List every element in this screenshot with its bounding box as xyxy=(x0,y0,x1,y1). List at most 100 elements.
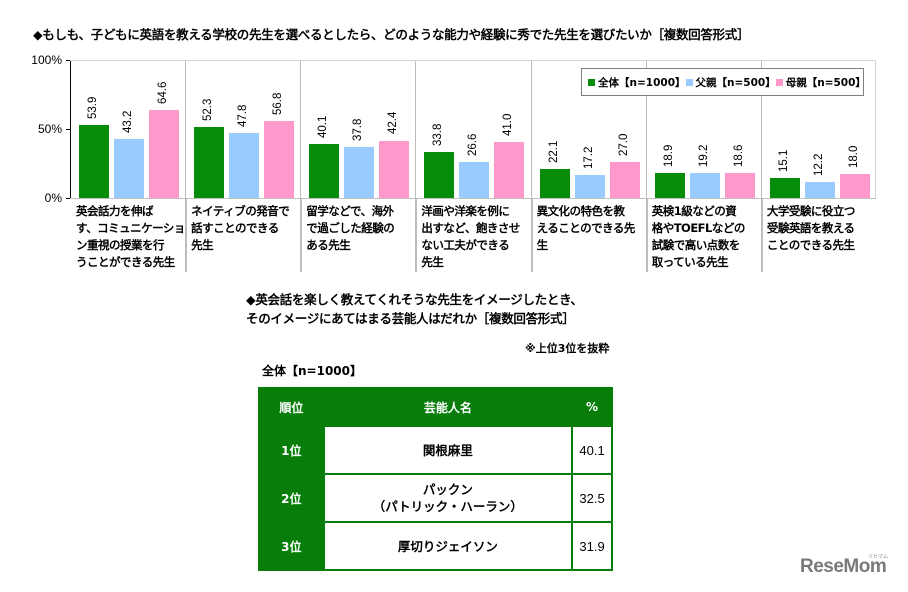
header-pct: % xyxy=(571,387,613,427)
bar-group: 22.1 17.2 27.0 xyxy=(530,61,646,199)
group-divider xyxy=(300,61,302,199)
resemom-logo: ReseMom xyxy=(800,556,887,577)
bar-value-label: 26.6 xyxy=(467,133,480,157)
bar-value-label: 37.8 xyxy=(352,118,365,141)
bar xyxy=(379,140,410,199)
bar-value-label: 27.0 xyxy=(617,133,630,156)
legend-swatch-pink xyxy=(775,78,783,86)
bar xyxy=(689,172,720,199)
rank-cell: 1位 xyxy=(258,425,325,475)
bar xyxy=(149,109,179,199)
group-divider xyxy=(645,61,647,199)
bar xyxy=(839,174,870,199)
bar-value-label: 18.0 xyxy=(847,145,860,169)
category-label: 大学受験に役立つ 受験英語を教える ことのできる先生 xyxy=(766,204,856,252)
pct-cell: 31.9 xyxy=(571,521,613,571)
group-divider xyxy=(530,61,532,199)
resemom-logo-kana: リセマム xyxy=(868,554,889,560)
bar-value-label: 33.8 xyxy=(432,123,445,147)
table-row: 1位 関根麻里 40.1 xyxy=(258,425,613,475)
table-header-row: 順位 芸能人名 % xyxy=(258,387,613,427)
bar-group: 52.3 47.8 56.8 xyxy=(185,61,300,199)
category-divider xyxy=(760,198,763,272)
bar xyxy=(459,162,490,199)
bar-value-label: 42.4 xyxy=(387,112,400,135)
bar xyxy=(344,146,375,199)
group-divider xyxy=(415,61,417,199)
category-label: 留学などで、海外 で過ごした経験の ある先生 xyxy=(306,204,395,252)
bar xyxy=(309,143,340,199)
section2-title: ◆英会話を楽しく教えてくれそうな先生をイメージしたとき、 そのイメージにあてはま… xyxy=(246,292,583,326)
rank-cell: 2位 xyxy=(258,473,325,523)
bar-group: 40.1 37.8 42.4 xyxy=(300,61,415,199)
bar-group: 53.9 43.2 64.6 xyxy=(70,61,185,199)
category-label: 異文化の特色を教 えることのできる先生 xyxy=(536,204,636,252)
bar xyxy=(574,175,605,199)
category-divider xyxy=(415,198,418,272)
bar-value-label: 18.9 xyxy=(662,144,675,167)
y-tick xyxy=(66,129,70,130)
bar xyxy=(79,124,109,199)
bar-value-label: 52.3 xyxy=(202,98,215,121)
celebrity-name: 関根麻里 xyxy=(322,425,574,475)
legend-item-mother: 母親【n=500】 xyxy=(775,75,866,90)
pct-cell: 32.5 xyxy=(571,473,613,523)
x-axis xyxy=(70,198,876,199)
bar-value-label: 22.1 xyxy=(547,140,560,163)
rank-cell: 3位 xyxy=(258,521,325,571)
legend-swatch-blue xyxy=(685,78,693,86)
bar xyxy=(769,178,800,199)
bar-group: 15.1 12.2 18.0 xyxy=(760,61,876,199)
bar xyxy=(724,173,755,199)
y-label-0: 0% xyxy=(44,191,62,205)
bar-value-label: 18.6 xyxy=(732,144,745,168)
bar-value-label: 41.0 xyxy=(502,114,515,137)
header-rank: 順位 xyxy=(258,387,325,427)
bar xyxy=(194,126,225,199)
bar xyxy=(494,142,525,199)
bar xyxy=(654,172,685,199)
chart-legend: 全体【n=1000】 父親【n=500】 母親【n=500】 xyxy=(581,68,866,96)
category-divider xyxy=(530,198,533,272)
bar xyxy=(609,161,640,199)
bar xyxy=(804,182,835,199)
bar-value-label: 15.1 xyxy=(777,149,790,173)
table-row: 3位 厚切りジェイソン 31.9 xyxy=(258,521,613,571)
category-label: 洋画や洋楽を例に 出すなど、飽きさせ ない工夫ができる 先生 xyxy=(421,204,520,269)
legend-swatch-green xyxy=(588,78,595,86)
bar-value-label: 53.9 xyxy=(87,96,99,119)
y-label-50: 50% xyxy=(37,122,62,136)
chart-title: ◆もしも、子どもに英語を教える学校の先生を選べるとしたら、どのような能力や経験に… xyxy=(33,27,750,42)
celebrity-name: 厚切りジェイソン xyxy=(322,521,574,571)
pct-cell: 40.1 xyxy=(571,425,613,475)
group-divider xyxy=(760,61,762,199)
category-label: 英会話力を伸ば す、コミュニケーショ ン重視の授業を行 うことができる先生 xyxy=(76,204,185,269)
category-divider xyxy=(185,198,188,272)
bar xyxy=(114,139,144,199)
table-row: 2位 パックン （パトリック・ハーラン） 32.5 xyxy=(258,473,613,523)
celebrity-name: パックン （パトリック・ハーラン） xyxy=(322,473,574,523)
legend-item-father: 父親【n=500】 xyxy=(685,75,776,90)
bar-value-label: 19.2 xyxy=(697,144,710,167)
bar-chart-plot: 53.9 43.2 64.6 52.3 47.8 56.8 40.1 37.8 42.4 33.8… xyxy=(70,60,876,199)
bar-group: 33.8 26.6 41.0 xyxy=(415,61,530,199)
bar xyxy=(539,168,570,199)
bar-value-label: 40.1 xyxy=(317,115,330,138)
bar xyxy=(424,152,455,199)
category-divider xyxy=(300,198,303,272)
bar xyxy=(229,133,260,199)
bar-value-label: 12.2 xyxy=(812,153,825,177)
category-divider xyxy=(645,198,648,272)
section2-note: ※上位3位を抜粋 xyxy=(525,342,610,355)
group-divider xyxy=(185,61,187,199)
category-label: 英検1級などの資 格やTOEFLなどの 試験で高い点数を 取っている先生 xyxy=(651,204,746,269)
bar xyxy=(264,120,295,199)
y-tick xyxy=(66,198,70,199)
bar-value-label: 43.2 xyxy=(122,110,134,134)
bar-value-label: 56.8 xyxy=(272,92,285,115)
bar-value-label: 17.2 xyxy=(582,146,595,170)
section2-subtitle: 全体【n=1000】 xyxy=(262,364,362,378)
bar-group: 18.9 19.2 18.6 xyxy=(645,61,761,199)
y-tick xyxy=(66,60,70,61)
ranking-table: 順位 芸能人名 % 1位 関根麻里 40.1 2位 パックン （パトリック・ハー… xyxy=(258,387,613,571)
